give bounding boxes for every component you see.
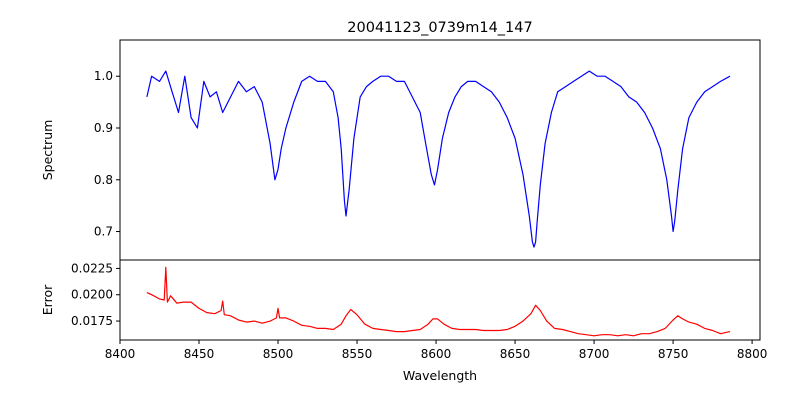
spectrum-line-0 bbox=[146, 70, 731, 248]
error-series bbox=[146, 266, 731, 337]
error-y-tick-label: 0.0175 bbox=[71, 314, 113, 328]
chart-title: 20041123_0739m14_147 bbox=[347, 20, 532, 36]
x-tick-label: 8800 bbox=[737, 347, 768, 361]
error-line-0 bbox=[146, 266, 731, 337]
x-tick-label: 8600 bbox=[421, 347, 452, 361]
x-tick-label: 8700 bbox=[579, 347, 610, 361]
spectrum-y-ticks: 0.7 0.8 0.9 1.0 bbox=[94, 69, 120, 239]
x-tick-label: 8500 bbox=[263, 347, 294, 361]
spectrum-y-tick-label: 1.0 bbox=[94, 69, 113, 83]
error-axes-frame bbox=[119, 259, 761, 341]
error-y-tick-label: 0.0225 bbox=[71, 261, 113, 275]
x-tick-label: 8450 bbox=[184, 347, 215, 361]
x-tick-label: 8750 bbox=[658, 347, 689, 361]
x-tick-label: 8550 bbox=[342, 347, 373, 361]
error-y-tick-label: 0.0200 bbox=[71, 288, 113, 302]
spectrum-y-axis-label: Spectrum bbox=[40, 120, 55, 181]
x-tick-label: 8400 bbox=[105, 347, 136, 361]
spectrum-series bbox=[146, 70, 731, 248]
spectrum-y-tick-label: 0.8 bbox=[94, 173, 113, 187]
x-tick-label: 8650 bbox=[500, 347, 531, 361]
error-y-ticks: 0.0175 0.0200 0.0225 bbox=[71, 261, 120, 328]
error-y-axis-label: Error bbox=[40, 284, 55, 315]
error-x-ticks: 8400 8450 8500 8550 8600 8650 8700 8750 8800 bbox=[105, 340, 768, 361]
spectrum-panel: 20041123_0739m14_147 0.7 0.8 0.9 1.0 Spectr… bbox=[40, 20, 761, 261]
spectrum-y-tick-label: 0.9 bbox=[94, 121, 113, 135]
spectrum-y-tick-label: 0.7 bbox=[94, 225, 113, 239]
x-axis-label: Wavelength bbox=[403, 368, 477, 383]
